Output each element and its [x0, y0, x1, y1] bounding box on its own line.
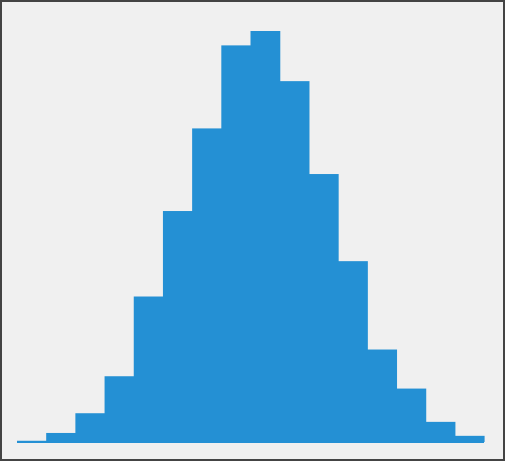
histogram-bar-6 — [162, 211, 193, 442]
histogram-bar-4 — [104, 376, 135, 442]
histogram-bar-11 — [308, 174, 339, 442]
histogram-bar-5 — [133, 296, 164, 442]
histogram-bar-1 — [17, 440, 47, 442]
histogram-bar-15 — [425, 421, 456, 442]
histogram-bar-7 — [192, 128, 222, 442]
histogram-bar-2 — [46, 432, 76, 442]
histogram-bar-8 — [221, 45, 252, 442]
histogram-bar-14 — [396, 388, 427, 442]
histogram-bar-9 — [250, 31, 281, 442]
histogram-bar-16 — [454, 435, 485, 442]
histogram-bar-12 — [338, 261, 368, 442]
histogram-bar-3 — [75, 413, 106, 442]
bar-group — [17, 31, 485, 442]
histogram-bar-10 — [279, 81, 310, 442]
histogram-bar-13 — [367, 349, 398, 442]
